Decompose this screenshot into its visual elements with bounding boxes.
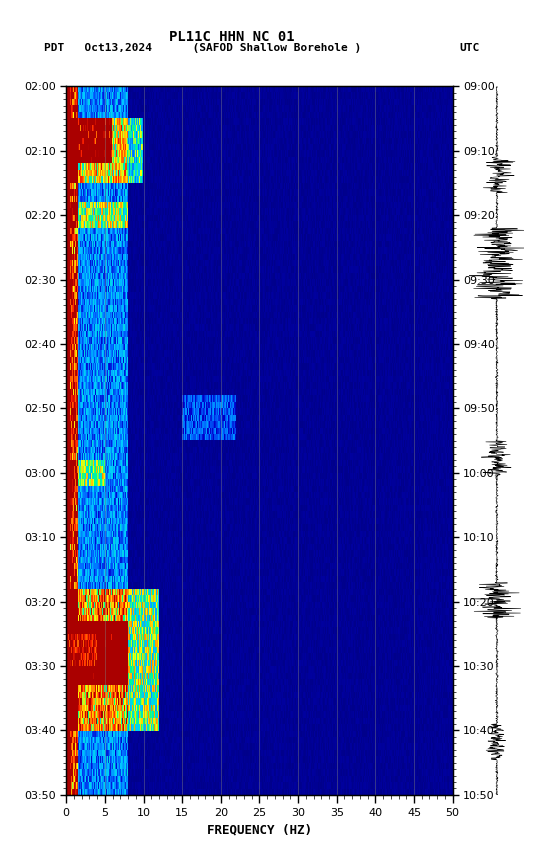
Text: PL11C HHN NC 01: PL11C HHN NC 01 [169,30,295,44]
X-axis label: FREQUENCY (HZ): FREQUENCY (HZ) [207,823,312,836]
Text: PDT   Oct13,2024      (SAFOD Shallow Borehole ): PDT Oct13,2024 (SAFOD Shallow Borehole ) [44,43,362,54]
Text: UTC: UTC [459,43,479,54]
